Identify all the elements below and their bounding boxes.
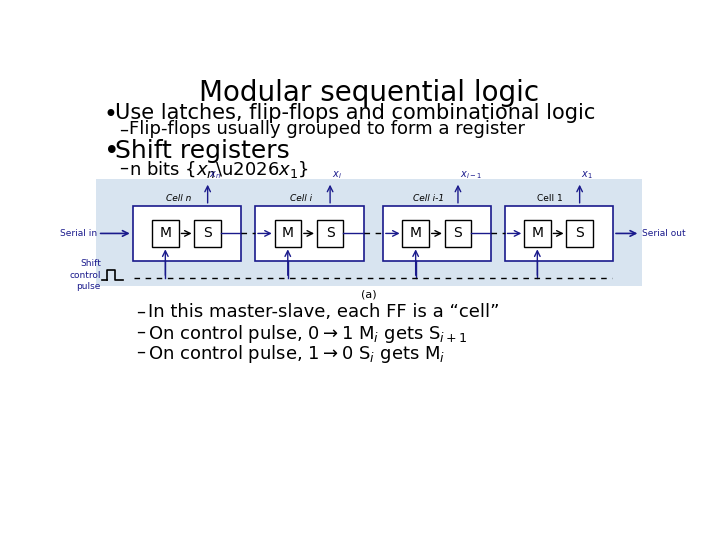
Text: Flip-flops usually grouped to form a register: Flip-flops usually grouped to form a reg… <box>129 120 525 138</box>
Bar <box>255 206 364 261</box>
Text: –: – <box>137 303 145 321</box>
Text: –: – <box>120 120 128 138</box>
Text: On control pulse, 0$\rightarrow$1 M$_i$ gets S$_{i+1}$: On control pulse, 0$\rightarrow$1 M$_i$ … <box>148 323 468 345</box>
Text: •: • <box>104 139 120 165</box>
Text: M: M <box>282 226 294 240</box>
Bar <box>524 220 551 247</box>
Text: Cell i-1: Cell i-1 <box>413 194 444 204</box>
Text: Cell 1: Cell 1 <box>537 194 563 204</box>
Text: $x_i$: $x_i$ <box>332 169 341 181</box>
Text: –: – <box>137 343 145 361</box>
Text: •: • <box>104 103 118 127</box>
Text: In this master-slave, each FF is a “cell”: In this master-slave, each FF is a “cell… <box>148 303 500 321</box>
Text: Shift registers: Shift registers <box>114 139 289 163</box>
Bar <box>96 179 642 286</box>
Text: Modular sequential logic: Modular sequential logic <box>199 79 539 107</box>
Text: M: M <box>531 226 544 240</box>
Text: $x_{i-1}$: $x_{i-1}$ <box>459 169 482 181</box>
Text: On control pulse, 1$\rightarrow$0 S$_i$ gets M$_i$: On control pulse, 1$\rightarrow$0 S$_i$ … <box>148 343 446 365</box>
Text: n bits {$x_n$\u2026$x_1$}: n bits {$x_n$\u2026$x_1$} <box>129 159 309 180</box>
Bar <box>194 220 221 247</box>
Text: $x_n$: $x_n$ <box>210 169 221 181</box>
Text: Serial in: Serial in <box>60 229 97 238</box>
Text: S: S <box>454 226 462 240</box>
Bar <box>383 206 492 261</box>
Text: Use latches, flip-flops and combinational logic: Use latches, flip-flops and combinationa… <box>114 103 595 123</box>
Text: $x_1$: $x_1$ <box>581 169 593 181</box>
Bar <box>317 220 343 247</box>
Text: –: – <box>120 159 128 177</box>
Text: S: S <box>203 226 212 240</box>
Bar <box>132 206 241 261</box>
Bar <box>152 220 179 247</box>
Text: S: S <box>325 226 335 240</box>
Text: Serial out: Serial out <box>642 229 685 238</box>
Text: Cell n: Cell n <box>166 194 191 204</box>
Bar <box>505 206 613 261</box>
Text: –: – <box>137 323 145 341</box>
Bar <box>567 220 593 247</box>
Text: S: S <box>575 226 584 240</box>
Text: Cell i: Cell i <box>289 194 312 204</box>
Text: M: M <box>159 226 171 240</box>
Bar <box>402 220 429 247</box>
Bar <box>274 220 301 247</box>
Text: M: M <box>410 226 422 240</box>
Text: (a): (a) <box>361 289 377 300</box>
Bar <box>445 220 471 247</box>
Text: Shift
control
pulse: Shift control pulse <box>69 259 101 291</box>
